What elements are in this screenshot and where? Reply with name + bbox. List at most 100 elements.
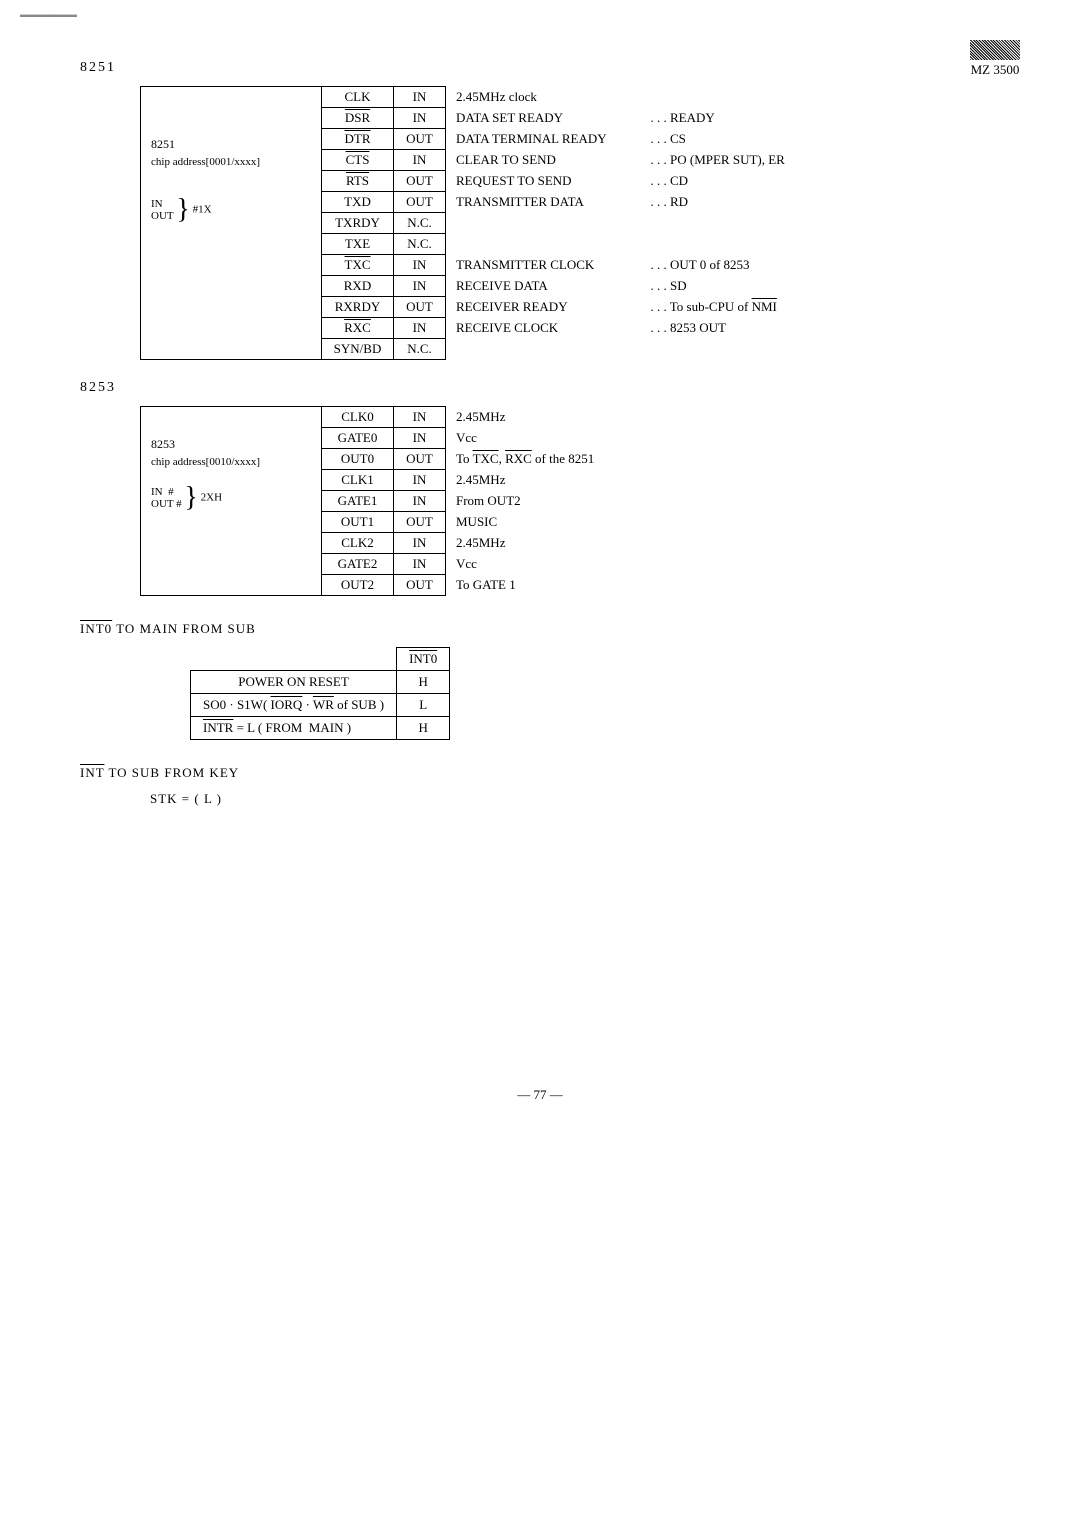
desc: [446, 213, 645, 234]
dir: IN: [394, 491, 446, 512]
conn: . . . RD: [645, 192, 793, 213]
int0-header: INT0: [409, 651, 437, 666]
sig: RXC: [344, 320, 371, 335]
title-rest: TO SUB FROM KEY: [104, 765, 239, 780]
dir: OUT: [394, 575, 446, 596]
dir: IN: [394, 407, 446, 428]
dir: IN: [394, 87, 446, 108]
title-overline: INT0: [80, 621, 112, 636]
conn: . . . SD: [645, 276, 793, 297]
conn: . . . CS: [645, 129, 793, 150]
section-8253-title: 8253: [80, 380, 1030, 396]
section-int-title: INT TO SUB FROM KEY: [80, 765, 1030, 781]
sig: DSR: [345, 110, 370, 125]
sig: RTS: [346, 173, 369, 188]
inout-note: INOUT } #1X: [151, 198, 311, 222]
sig: GATE0: [322, 428, 394, 449]
conn: [645, 234, 793, 255]
dir: IN: [394, 108, 446, 129]
chip-label: 8253: [151, 437, 311, 452]
desc: TRANSMITTER CLOCK: [446, 255, 645, 276]
sig: OUT0: [322, 449, 394, 470]
sig: CLK1: [322, 470, 394, 491]
conn: . . . READY: [645, 108, 793, 129]
sig: CLK0: [322, 407, 394, 428]
dir: OUT: [394, 297, 446, 318]
sig: RXD: [322, 276, 394, 297]
desc: DATA SET READY: [446, 108, 645, 129]
dir: IN: [394, 150, 446, 171]
sig: CLK2: [322, 533, 394, 554]
conn: . . . To sub-CPU of NMI: [645, 297, 793, 318]
desc: To GATE 1: [446, 575, 645, 596]
sig: TXE: [322, 234, 394, 255]
desc: 2.45MHz clock: [446, 87, 645, 108]
row-label: POWER ON RESET: [191, 671, 397, 694]
sig: OUT1: [322, 512, 394, 533]
sig: GATE2: [322, 554, 394, 575]
conn: . . . PO (MPER SUT), ER: [645, 150, 793, 171]
desc: DATA TERMINAL READY: [446, 129, 645, 150]
desc: MUSIC: [446, 512, 645, 533]
conn: . . . OUT 0 of 8253: [645, 255, 793, 276]
stk-expression: STK = ( L ): [150, 791, 1030, 807]
desc: From OUT2: [446, 491, 645, 512]
row-val: L: [397, 694, 450, 717]
table-8253: 8253 chip address[0010/xxxx] IN #OUT # }…: [140, 406, 1030, 596]
desc: Vcc: [446, 554, 645, 575]
page-number: — 77 —: [50, 1087, 1030, 1103]
desc: RECEIVER READY: [446, 297, 645, 318]
sig: TXD: [322, 192, 394, 213]
dir: OUT: [394, 449, 446, 470]
desc: 2.45MHz: [446, 470, 645, 491]
sig: CLK: [322, 87, 394, 108]
dir: OUT: [394, 171, 446, 192]
table-8251: 8251 chip address[0001/xxxx] INOUT } #1X…: [140, 86, 1030, 360]
dir: N.C.: [394, 339, 446, 360]
desc: [446, 339, 645, 360]
sig: OUT2: [322, 575, 394, 596]
dir: IN: [394, 428, 446, 449]
dir: IN: [394, 470, 446, 491]
sig: SYN/BD: [322, 339, 394, 360]
title-overline: INT: [80, 765, 104, 780]
dir: OUT: [394, 512, 446, 533]
conn: [645, 213, 793, 234]
logo-graphic: [970, 40, 1020, 60]
dir: N.C.: [394, 234, 446, 255]
sig: TXC: [345, 257, 371, 272]
dir: OUT: [394, 129, 446, 150]
conn: . . . CD: [645, 171, 793, 192]
conn: [645, 87, 793, 108]
desc: Vcc: [446, 428, 645, 449]
sig: CTS: [346, 152, 370, 167]
chip-label: 8251: [151, 137, 311, 152]
desc: REQUEST TO SEND: [446, 171, 645, 192]
desc: RECEIVE DATA: [446, 276, 645, 297]
sig: DTR: [345, 131, 371, 146]
row-val: H: [397, 671, 450, 694]
table-int0: INT0 POWER ON RESETH SO0 · S1W( IORQ · W…: [190, 647, 1030, 740]
desc: 2.45MHz: [446, 533, 645, 554]
chip-address: chip address[0001/xxxx]: [151, 156, 311, 168]
desc: RECEIVE CLOCK: [446, 318, 645, 339]
dir: IN: [394, 554, 446, 575]
sig: TXRDY: [322, 213, 394, 234]
logo-label: MZ 3500: [970, 62, 1020, 78]
sig: RXRDY: [322, 297, 394, 318]
desc: TRANSMITTER DATA: [446, 192, 645, 213]
section-int0-title: INT0 TO MAIN FROM SUB: [80, 621, 1030, 637]
title-rest: TO MAIN FROM SUB: [112, 621, 256, 636]
row-val: H: [397, 717, 450, 740]
conn: . . . 8253 OUT: [645, 318, 793, 339]
scan-artifact: ▬▬▬▬▬▬▬▬: [20, 10, 76, 19]
desc: CLEAR TO SEND: [446, 150, 645, 171]
row-label: SO0 · S1W( IORQ · WR of SUB ): [191, 694, 397, 717]
logo: MZ 3500: [970, 40, 1020, 78]
desc: To TXC, RXC of the 8251: [446, 449, 645, 470]
dir: IN: [394, 533, 446, 554]
desc: [446, 234, 645, 255]
conn: [645, 339, 793, 360]
dir: OUT: [394, 192, 446, 213]
sig: GATE1: [322, 491, 394, 512]
